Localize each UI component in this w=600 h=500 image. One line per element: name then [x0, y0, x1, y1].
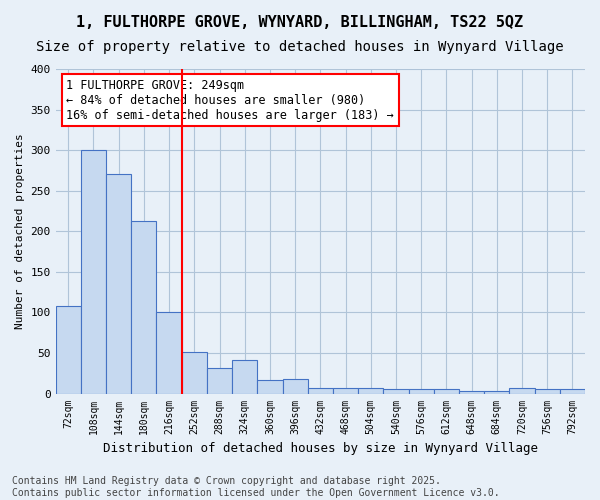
- Bar: [106, 174, 131, 394]
- Bar: [560, 390, 585, 394]
- Bar: [131, 220, 157, 394]
- Bar: [409, 390, 434, 394]
- Bar: [257, 380, 283, 394]
- Bar: [358, 388, 383, 394]
- Bar: [283, 379, 308, 394]
- Bar: [56, 306, 81, 394]
- Bar: [182, 352, 207, 394]
- Bar: [207, 368, 232, 394]
- Text: 1 FULTHORPE GROVE: 249sqm
← 84% of detached houses are smaller (980)
16% of semi: 1 FULTHORPE GROVE: 249sqm ← 84% of detac…: [66, 78, 394, 122]
- Bar: [459, 391, 484, 394]
- Bar: [434, 390, 459, 394]
- X-axis label: Distribution of detached houses by size in Wynyard Village: Distribution of detached houses by size …: [103, 442, 538, 455]
- Bar: [308, 388, 333, 394]
- Bar: [81, 150, 106, 394]
- Y-axis label: Number of detached properties: Number of detached properties: [15, 134, 25, 329]
- Text: Size of property relative to detached houses in Wynyard Village: Size of property relative to detached ho…: [36, 40, 564, 54]
- Bar: [484, 391, 509, 394]
- Bar: [383, 390, 409, 394]
- Bar: [535, 390, 560, 394]
- Bar: [509, 388, 535, 394]
- Bar: [333, 388, 358, 394]
- Bar: [232, 360, 257, 394]
- Bar: [157, 312, 182, 394]
- Text: Contains HM Land Registry data © Crown copyright and database right 2025.
Contai: Contains HM Land Registry data © Crown c…: [12, 476, 500, 498]
- Text: 1, FULTHORPE GROVE, WYNYARD, BILLINGHAM, TS22 5QZ: 1, FULTHORPE GROVE, WYNYARD, BILLINGHAM,…: [76, 15, 524, 30]
